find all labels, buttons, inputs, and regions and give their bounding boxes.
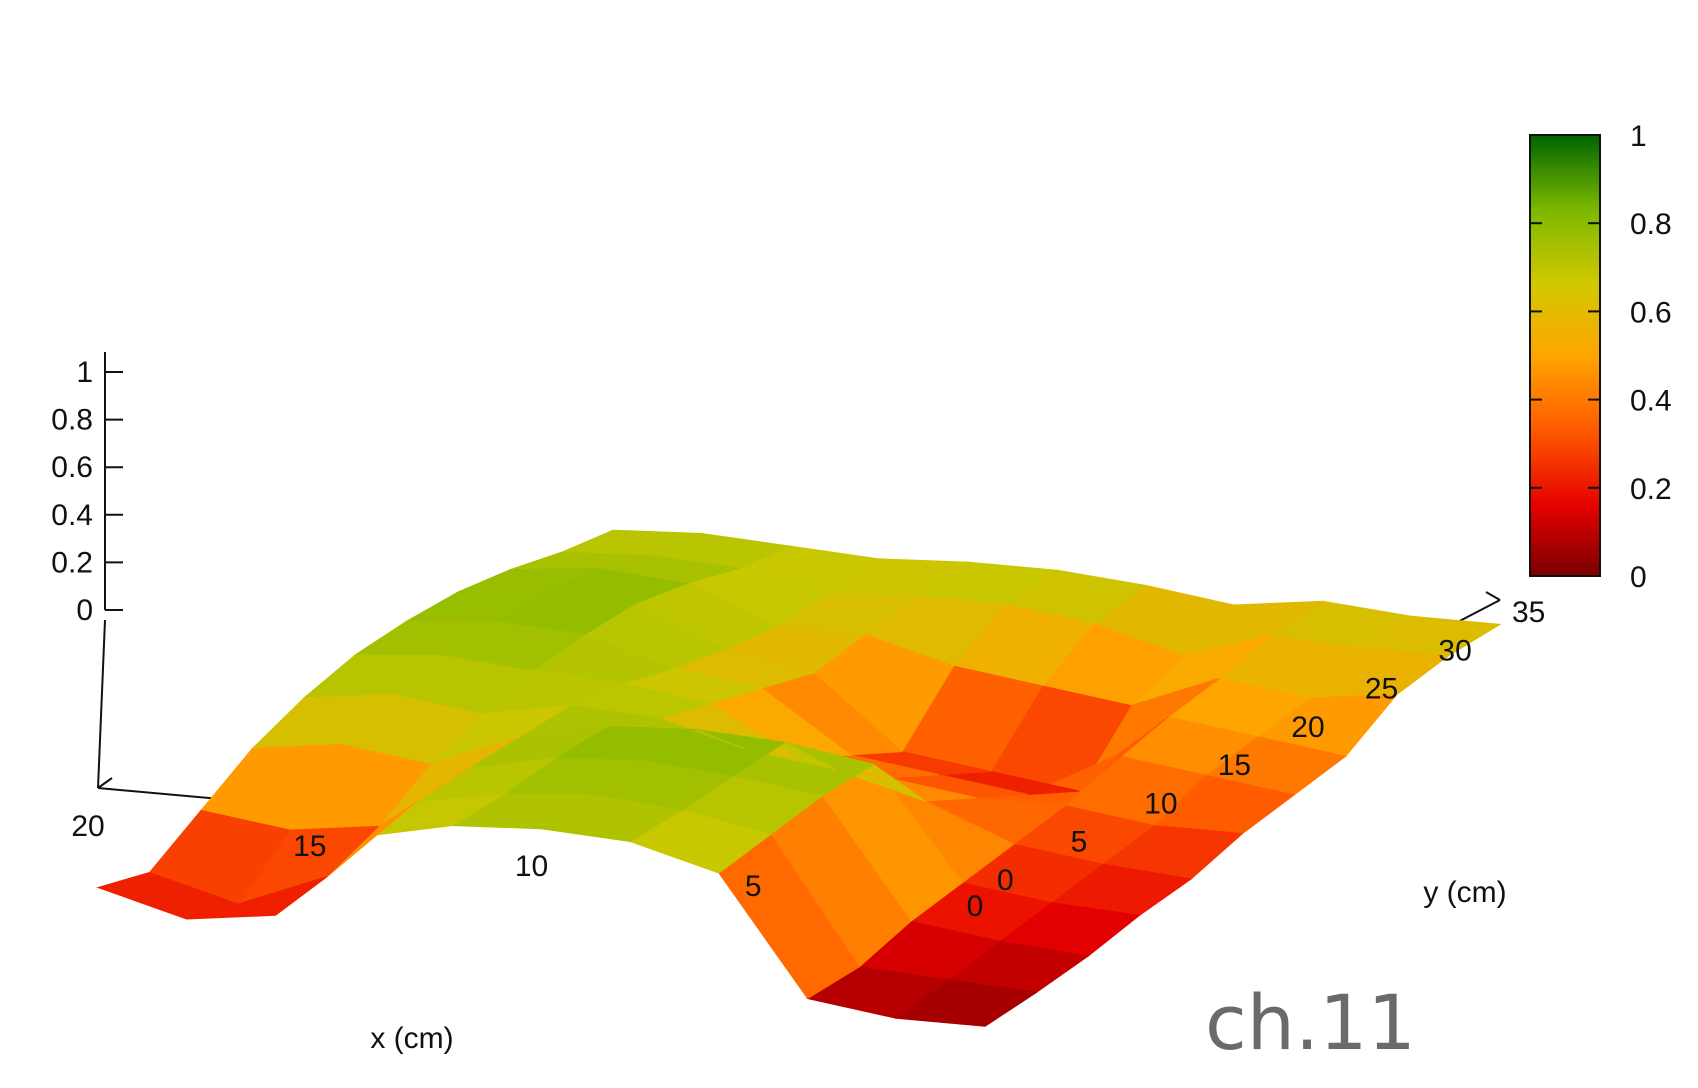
colorbar-tick-label: 0	[1630, 561, 1647, 594]
y-tick-label: 30	[1438, 634, 1471, 667]
y-tick-label: 35	[1512, 596, 1545, 629]
colorbar-tick-label: 0.6	[1630, 296, 1672, 329]
x-axis-title: x (cm)	[370, 1022, 453, 1055]
z-tick-label: 0.2	[51, 546, 93, 579]
colorbar-tick-label: 0.8	[1630, 208, 1672, 241]
z-tick-label: 0	[76, 594, 93, 627]
colorbar: 0 0.2 0.4 0.6 0.8 1	[1529, 120, 1672, 594]
y-tick-label: 0	[997, 864, 1014, 897]
colorbar-tick-label: 1	[1630, 120, 1647, 153]
x-tick-label: 0	[967, 890, 984, 923]
y-tick-label: 20	[1291, 711, 1324, 744]
colorbar-tick-label: 0.4	[1630, 385, 1672, 418]
y-tick-label: 5	[1071, 826, 1088, 859]
z-tick-label: 0.8	[51, 404, 93, 437]
y-tick-mark	[1485, 591, 1501, 601]
z-tick-label: 1	[76, 356, 93, 389]
watermark-label: ch.11	[1205, 978, 1416, 1067]
x-tick-label: 10	[515, 850, 548, 883]
x-tick-label: 5	[745, 870, 762, 903]
y-axis-title: y (cm)	[1423, 876, 1506, 909]
surface-layer	[96, 529, 1502, 1027]
y-tick-label: 10	[1144, 787, 1177, 820]
colorbar-tick-label: 0.2	[1630, 473, 1672, 506]
x-tick-mark	[97, 777, 113, 789]
x-tick-label: 15	[293, 830, 326, 863]
z-tick-label: 0.4	[51, 499, 93, 532]
y-tick-label: 15	[1218, 749, 1251, 782]
surface-facet	[96, 871, 240, 920]
left-edge-line	[97, 619, 106, 789]
z-tick-label: 0.6	[51, 451, 93, 484]
x-tick-label: 20	[71, 810, 104, 843]
colorbar-gradient	[1529, 134, 1601, 577]
y-tick-label: 25	[1365, 673, 1398, 706]
